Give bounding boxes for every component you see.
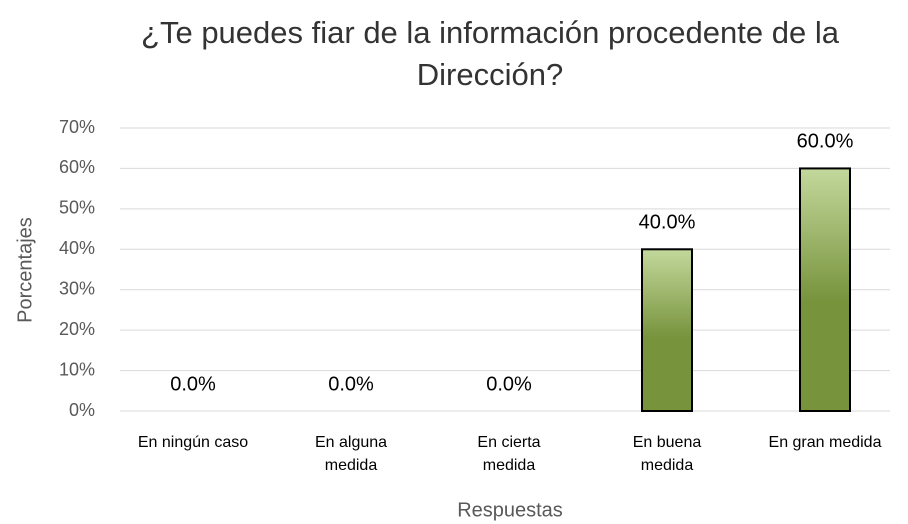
data-label: 40.0% [639,212,696,234]
y-axis-label: Porcentajes [14,217,36,323]
bar [799,167,851,412]
x-tick-label: En gran medida [769,434,882,451]
y-tick-label: 0% [69,400,95,420]
y-tick-label: 20% [59,319,95,339]
data-label: 0.0% [486,373,532,395]
data-label: 0.0% [170,373,216,395]
bar [641,248,693,412]
x-tick-label: En buena medida [633,434,702,474]
chart-title: ¿Te puedes fiar de la información proced… [141,15,839,92]
y-tick-label: 10% [59,359,95,379]
y-tick-label: 30% [59,278,95,298]
x-tick-label: En alguna medida [315,434,387,474]
y-tick-label: 60% [59,157,95,177]
x-tick-label: En cierta medida [477,434,540,474]
y-tick-label: 70% [59,117,95,137]
data-label: 0.0% [328,373,374,395]
x-axis-label: Respuestas [457,499,563,521]
data-label: 60.0% [797,131,854,153]
x-tick-label: En ningún caso [138,434,248,451]
y-tick-label: 50% [59,198,95,218]
y-tick-label: 40% [59,238,95,258]
